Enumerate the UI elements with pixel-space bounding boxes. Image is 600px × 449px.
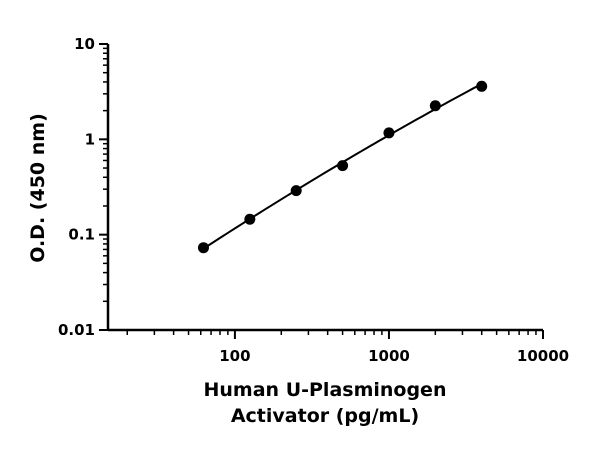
x-axis-title-line-1: Human U-Plasminogen — [204, 379, 447, 401]
y-axis-title: O.D. (450 nm) — [27, 113, 49, 263]
data-point — [290, 185, 302, 197]
x-tick-label: 1000 — [368, 347, 410, 365]
axes — [106, 44, 543, 332]
x-axis-title-line-2: Activator (pg/mL) — [231, 405, 419, 427]
x-tick-label: 100 — [219, 347, 250, 365]
data-points — [197, 80, 488, 254]
y-tick-label: 0.1 — [68, 226, 95, 244]
data-point — [383, 127, 395, 139]
y-tick-label: 1 — [85, 130, 95, 148]
x-tick-label: 10000 — [517, 347, 569, 365]
y-tick-label: 10 — [74, 35, 95, 53]
data-point — [197, 242, 209, 254]
data-point — [476, 80, 488, 92]
y-tick-label: 0.01 — [58, 321, 95, 339]
data-point — [337, 160, 349, 172]
data-point — [244, 213, 256, 225]
ticks: 0.01 0.1 1 10 100 1000 10000 — [58, 35, 569, 365]
data-point — [429, 100, 441, 112]
